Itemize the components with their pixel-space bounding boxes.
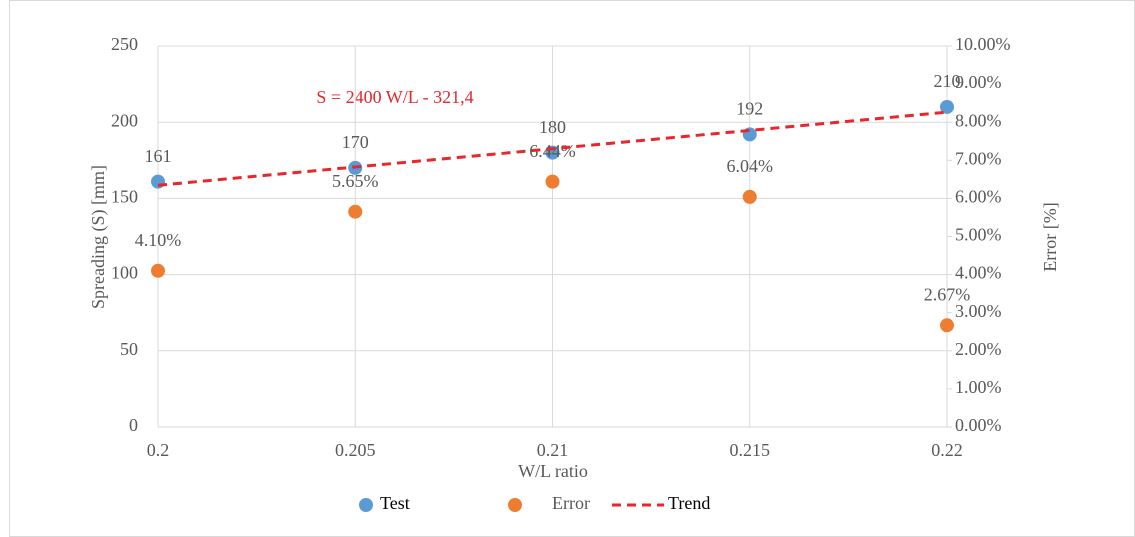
legend-marker: [508, 498, 522, 512]
data-label: 161: [145, 146, 172, 166]
data-label: 6.04%: [727, 156, 774, 176]
y2-tick-label: 4.00%: [955, 263, 1002, 283]
y-tick-label: 100: [111, 263, 138, 283]
point: [940, 318, 954, 333]
point: [545, 174, 560, 189]
x-tick-label: 0.2: [147, 440, 170, 460]
y2-tick-label: 0.00%: [955, 415, 1002, 435]
y2-tick-label: 3.00%: [955, 301, 1002, 321]
data-label: 170: [342, 132, 369, 152]
legend-label: Test: [380, 493, 410, 513]
x-tick-label: 0.22: [931, 440, 963, 460]
y2-tick-label: 2.00%: [955, 339, 1002, 359]
x-axis-title: W/L ratio: [518, 461, 588, 481]
point: [151, 174, 165, 189]
trend-line: [157, 110, 948, 187]
x-tick-label: 0.205: [335, 440, 376, 460]
data-label: 192: [736, 99, 763, 119]
y2-tick-label: 7.00%: [955, 148, 1002, 168]
y2-tick-label: 8.00%: [955, 110, 1002, 130]
y-tick-label: 0: [129, 415, 138, 435]
y2-tick-label: 5.00%: [955, 225, 1002, 245]
y-tick-label: 200: [111, 110, 138, 130]
y-tick-label: 150: [111, 187, 138, 207]
data-label: 180: [539, 117, 566, 137]
legend-label: Trend: [668, 493, 710, 513]
data-label: 2.67%: [924, 284, 971, 304]
annotation: S = 2400 W/L - 321,4: [316, 87, 473, 107]
point: [742, 189, 757, 204]
y2-tick-label: 6.00%: [955, 187, 1002, 207]
point: [940, 99, 954, 114]
x-tick-label: 0.21: [537, 440, 569, 460]
data-label: 210: [934, 71, 961, 91]
y2-tick-label: 10.00%: [955, 34, 1011, 54]
y2-axis-title: Error [%]: [1040, 202, 1060, 271]
y-axis-title: Spreading (S) [mm]: [88, 165, 109, 309]
point: [151, 263, 165, 278]
point: [348, 204, 363, 219]
legend-marker: [359, 498, 373, 512]
data-label: 6.44%: [529, 141, 576, 161]
data-label: 4.10%: [135, 230, 182, 250]
y2-tick-label: 1.00%: [955, 377, 1002, 397]
y-tick-label: 50: [120, 339, 138, 359]
data-label: 5.65%: [332, 171, 379, 191]
y2-tick-label: 9.00%: [955, 72, 1002, 92]
legend-label: Error: [552, 493, 590, 513]
y-tick-label: 250: [111, 34, 138, 54]
x-tick-label: 0.215: [730, 440, 771, 460]
